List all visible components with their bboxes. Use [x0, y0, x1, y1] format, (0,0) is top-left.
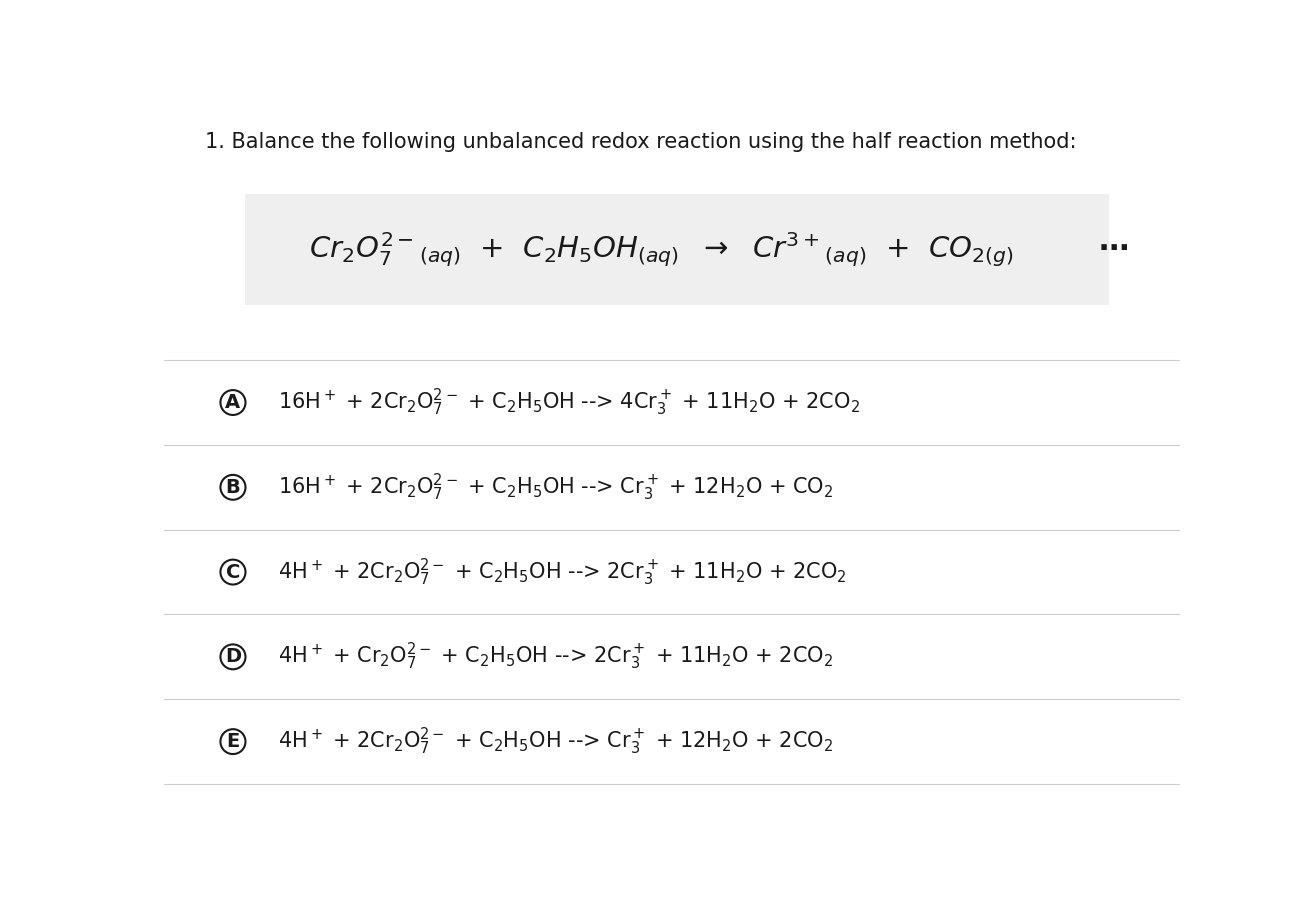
Text: 4H$^+$ + 2Cr$_2$O$_7^{2-}$ + C$_2$H$_5$OH --> Cr$_3^+$ + 12H$_2$O + 2CO$_2$: 4H$^+$ + 2Cr$_2$O$_7^{2-}$ + C$_2$H$_5$O…: [278, 726, 832, 757]
Text: A: A: [225, 393, 240, 412]
FancyBboxPatch shape: [245, 194, 1109, 304]
Text: 1. Balance the following unbalanced redox reaction using the half reaction metho: 1. Balance the following unbalanced redo…: [205, 132, 1076, 152]
Text: $\mathit{Cr_2O_7^{2-}{}_{(aq)}}$  $+$  $\mathit{C_2H_5OH_{(aq)}}$  $\rightarrow$: $\mathit{Cr_2O_7^{2-}{}_{(aq)}}$ $+$ $\m…: [309, 230, 1015, 269]
Text: ⋯: ⋯: [1099, 235, 1129, 264]
Text: 4H$^+$ + 2Cr$_2$O$_7^{2-}$ + C$_2$H$_5$OH --> 2Cr$_3^+$ + 11H$_2$O + 2CO$_2$: 4H$^+$ + 2Cr$_2$O$_7^{2-}$ + C$_2$H$_5$O…: [278, 557, 847, 587]
Text: C: C: [225, 562, 240, 582]
Text: 16H$^+$ + 2Cr$_2$O$_7^{2-}$ + C$_2$H$_5$OH --> 4Cr$_3^+$ + 11H$_2$O + 2CO$_2$: 16H$^+$ + 2Cr$_2$O$_7^{2-}$ + C$_2$H$_5$…: [278, 387, 860, 418]
Text: B: B: [225, 478, 240, 497]
Text: 4H$^+$ + Cr$_2$O$_7^{2-}$ + C$_2$H$_5$OH --> 2Cr$_3^+$ + 11H$_2$O + 2CO$_2$: 4H$^+$ + Cr$_2$O$_7^{2-}$ + C$_2$H$_5$OH…: [278, 641, 832, 673]
Text: E: E: [227, 732, 240, 751]
Text: 16H$^+$ + 2Cr$_2$O$_7^{2-}$ + C$_2$H$_5$OH --> Cr$_3^+$ + 12H$_2$O + CO$_2$: 16H$^+$ + 2Cr$_2$O$_7^{2-}$ + C$_2$H$_5$…: [278, 471, 832, 503]
Text: D: D: [225, 647, 241, 666]
